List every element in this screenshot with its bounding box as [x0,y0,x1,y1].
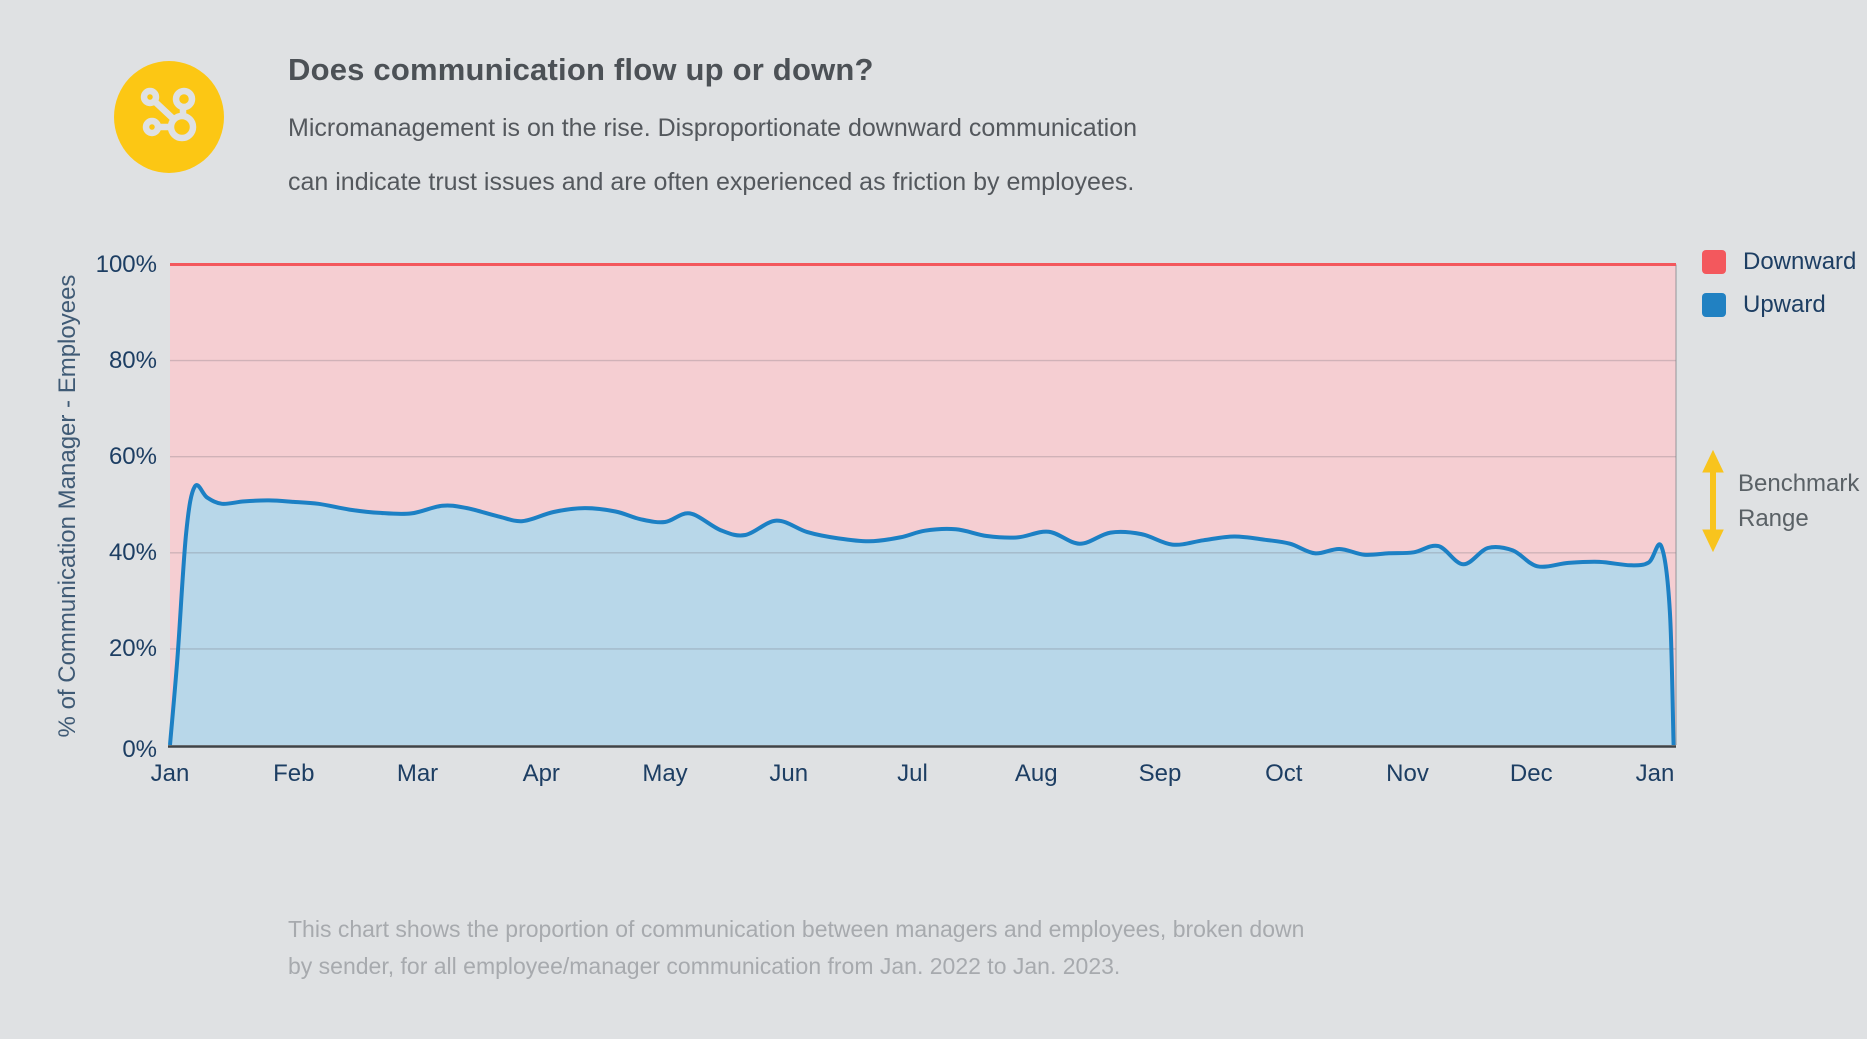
page-title: Does communication flow up or down? [288,52,874,87]
benchmark-range-annotation: Benchmark Range [1700,450,1859,552]
upward-line [168,483,1676,746]
x-axis-label: May [642,760,688,787]
legend-item-upward[interactable]: Upward [1702,291,1856,319]
chart-legend: Downward Upward [1702,248,1856,334]
y-axis-label: 20% [108,634,157,662]
y-axis-label: 0% [122,736,157,763]
benchmark-range-label: Benchmark Range [1738,470,1860,532]
x-axis-label: Oct [1265,760,1303,787]
y-axis-label: 60% [108,442,157,470]
y-axis-title: % of Communication Manager - Employees [54,274,81,738]
x-axis-label: Jan [150,760,190,787]
x-axis-label: Dec [1509,760,1553,787]
y-axis-label: 100% [95,250,157,278]
x-axis-label: Mar [396,760,439,787]
y-axis-label: 40% [108,538,157,566]
x-axis-label: Jul [897,760,928,787]
x-axis-label: Apr [522,760,560,787]
page-subtitle-line2: can indicate trust issues and are often … [288,168,1135,196]
x-axis-label: Aug [1014,760,1058,787]
legend-label: Downward [1743,248,1857,275]
chart-caption-line2: by sender, for all employee/manager comm… [288,953,1121,979]
downward-swatch-icon [1702,250,1726,274]
x-axis-label: Sep [1138,760,1182,787]
x-axis-label: Nov [1386,760,1429,787]
x-axis-label: Jun [769,760,809,787]
y-axis-label: 80% [108,346,157,374]
page-subtitle-line1: Micromanagement is on the rise. Dispropo… [288,114,1138,142]
upward-swatch-icon [1702,293,1726,317]
legend-item-downward[interactable]: Downward [1702,248,1856,276]
x-axis-label: Feb [273,760,315,787]
legend-label: Upward [1743,291,1826,318]
network-share-icon [113,60,225,174]
upward-area [170,485,1676,745]
x-axis-label: Jan [1635,760,1675,787]
chart-caption-line1: This chart shows the proportion of commu… [288,916,1305,942]
double-arrow-icon [1702,450,1724,552]
